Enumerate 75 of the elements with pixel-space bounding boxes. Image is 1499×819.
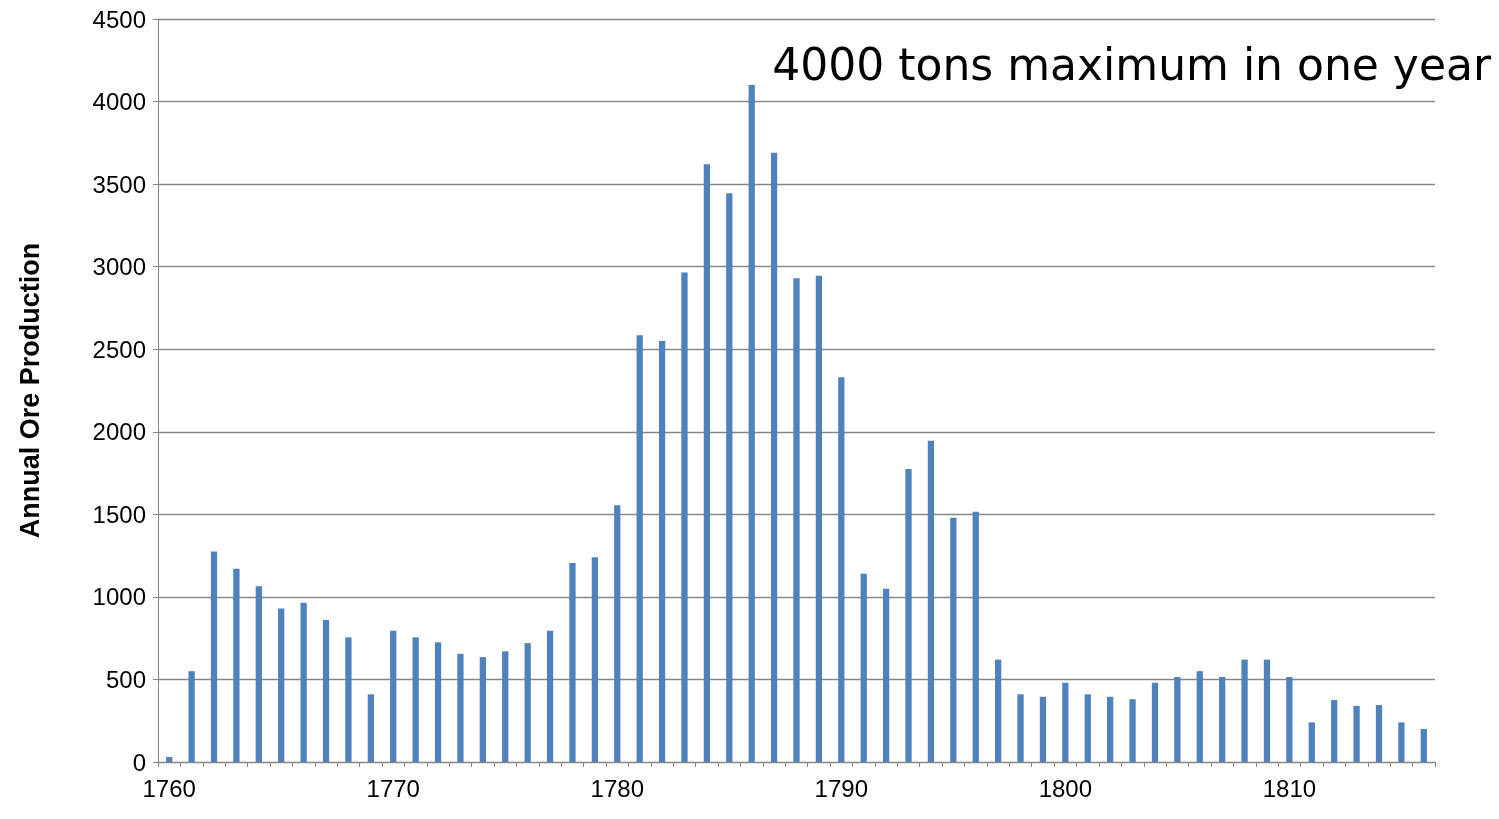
bar (502, 651, 509, 762)
bar (300, 602, 307, 762)
annotation: 4000 tons maximum in one year (772, 38, 1492, 90)
y-tick-label: 2000 (92, 418, 146, 446)
bar (905, 468, 912, 762)
bar (1241, 659, 1248, 762)
bar (614, 505, 621, 762)
y-tick-label: 4000 (92, 88, 146, 116)
bar (1151, 682, 1159, 762)
bar (255, 586, 262, 762)
y-axis-title: Annual Ore Production (14, 242, 45, 539)
bar (524, 643, 531, 762)
bar (1196, 671, 1203, 762)
bar (950, 517, 957, 762)
bar (1308, 722, 1315, 762)
x-tick-label: 1780 (590, 774, 644, 802)
y-tick-label: 2500 (92, 335, 146, 363)
bar (233, 568, 240, 762)
bar (188, 671, 195, 762)
bar (1039, 696, 1047, 762)
y-tick-label: 500 (105, 665, 146, 693)
bar (726, 193, 733, 762)
y-tick-label: 3500 (92, 170, 146, 198)
bar (838, 377, 845, 762)
bar (1219, 676, 1226, 762)
bar (591, 557, 598, 762)
bar (210, 551, 218, 762)
bar (1420, 728, 1427, 762)
bar (770, 152, 778, 762)
bar (860, 573, 867, 762)
bar (546, 630, 554, 762)
bar (1286, 676, 1293, 762)
bar (1129, 699, 1136, 762)
y-tick-label: 3000 (92, 253, 146, 281)
bar (1084, 694, 1091, 762)
y-tick-label: 1000 (92, 583, 146, 611)
bar (703, 164, 711, 762)
bar (927, 440, 935, 762)
bar (793, 278, 800, 762)
bar (1017, 694, 1024, 762)
bar (345, 637, 352, 762)
bar (681, 272, 688, 762)
bar (1353, 705, 1360, 762)
bar (278, 608, 285, 762)
x-tick-label: 1770 (366, 774, 420, 802)
bar (479, 657, 486, 762)
y-tick-label: 1500 (92, 500, 146, 528)
bar (1174, 676, 1181, 762)
x-tick-label: 1800 (1038, 774, 1093, 802)
bar (748, 85, 755, 762)
x-tick-label: 1810 (1262, 774, 1317, 802)
bar (995, 659, 1002, 762)
bar (815, 275, 823, 762)
bar (882, 588, 890, 762)
bar (1263, 659, 1271, 762)
bar (1062, 682, 1069, 762)
bar (1331, 700, 1338, 762)
bar (434, 642, 442, 762)
x-tick-label: 1790 (814, 774, 868, 802)
y-tick-label: 0 (132, 748, 146, 776)
bar (658, 340, 666, 762)
bar (412, 637, 419, 762)
bar (1375, 705, 1383, 762)
bar (322, 620, 330, 762)
bar (166, 757, 173, 762)
bar (569, 563, 576, 762)
bar (367, 694, 374, 762)
bar (972, 511, 979, 762)
bar (1398, 722, 1405, 762)
x-tick-label: 1760 (142, 774, 196, 802)
bar (636, 335, 643, 762)
bar (457, 653, 464, 762)
y-tick-label: 4500 (92, 5, 146, 33)
bar (1107, 696, 1114, 762)
bar (390, 630, 397, 762)
